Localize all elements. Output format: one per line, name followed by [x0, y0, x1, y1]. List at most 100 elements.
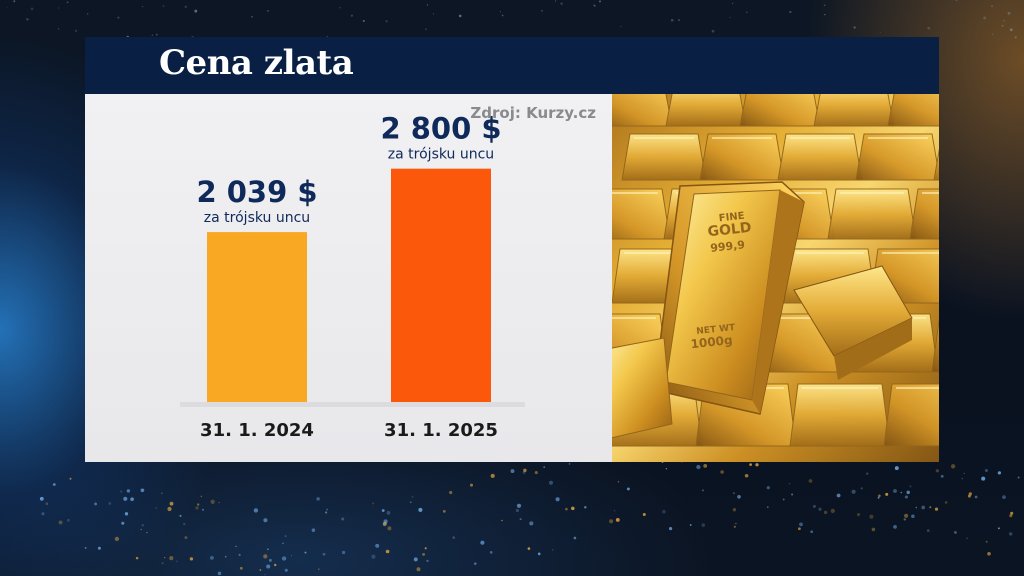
particle	[1014, 36, 1017, 39]
unit-label-1: za trójsku uncu	[204, 210, 310, 226]
particle	[798, 527, 801, 531]
particle	[339, 7, 341, 9]
bar-stamp-text: GOLD	[707, 220, 752, 241]
particle	[1010, 511, 1014, 515]
particle	[950, 464, 956, 469]
particle	[161, 562, 164, 565]
particle	[480, 540, 485, 545]
particle	[823, 510, 828, 515]
particle	[267, 548, 269, 551]
particle	[57, 28, 60, 30]
particle	[516, 503, 522, 508]
particle	[885, 492, 889, 496]
particle	[409, 501, 412, 504]
particle	[210, 499, 215, 504]
particle	[422, 553, 425, 556]
particle	[39, 496, 44, 501]
particle	[515, 508, 519, 513]
particle	[499, 11, 501, 13]
particle	[210, 556, 214, 560]
category-label-1: 31. 1. 2024	[200, 420, 314, 441]
gold-bar-bg	[855, 133, 939, 181]
particle	[489, 551, 493, 554]
particle	[259, 569, 262, 571]
particle	[609, 519, 614, 524]
particle	[866, 472, 869, 475]
particle	[877, 496, 880, 499]
particle	[84, 546, 87, 549]
particle	[662, 510, 666, 514]
particle	[879, 31, 881, 33]
particle	[284, 568, 288, 572]
value-label-1: 2 039 $	[196, 175, 317, 209]
particle	[732, 2, 734, 4]
particle	[560, 2, 563, 5]
particle	[322, 552, 326, 556]
particle	[140, 528, 142, 531]
particle	[987, 552, 991, 556]
particle	[963, 472, 965, 475]
particle	[894, 466, 899, 471]
particle	[197, 503, 200, 506]
particle	[953, 530, 957, 534]
particle	[140, 488, 145, 493]
chart-baseline	[180, 402, 525, 407]
particle	[893, 489, 897, 493]
particle	[58, 7, 60, 9]
particle	[974, 495, 978, 499]
particle	[823, 4, 826, 7]
particle	[766, 486, 770, 490]
particle	[992, 33, 994, 35]
particle	[235, 545, 237, 548]
gold-bar-bg	[909, 188, 939, 240]
particle	[268, 558, 272, 562]
particle	[169, 555, 174, 561]
particle	[201, 508, 205, 511]
particle	[142, 5, 144, 8]
particle	[836, 493, 841, 498]
particle	[830, 508, 835, 514]
particle	[990, 5, 994, 8]
particle	[341, 550, 346, 555]
particle	[985, 540, 988, 543]
infographic-panel: Cena zlata 2 039 $ za trójsku uncu 31. 1. …	[85, 37, 939, 462]
particle	[904, 513, 909, 518]
particle	[253, 508, 259, 513]
particle	[543, 466, 546, 468]
particle	[808, 479, 813, 483]
particle	[372, 502, 375, 505]
particle	[940, 474, 944, 478]
particle	[812, 504, 816, 508]
gold-bars-photo: FINEGOLD999,9 NET WT1000g	[612, 94, 939, 462]
particle	[189, 557, 194, 561]
particle	[1003, 19, 1005, 22]
particle	[224, 555, 227, 558]
particle	[162, 5, 165, 7]
particle	[273, 563, 277, 567]
particle	[541, 9, 543, 12]
particle	[869, 514, 874, 519]
particle	[41, 512, 45, 516]
particle	[108, 501, 112, 505]
particle	[164, 556, 166, 559]
gold-bar-bg	[887, 94, 939, 127]
particle	[510, 469, 515, 474]
particle	[130, 497, 134, 501]
particle	[554, 0, 557, 2]
particle	[375, 543, 380, 548]
particle	[711, 29, 715, 33]
particle	[598, 0, 602, 3]
particle	[217, 571, 222, 576]
particle	[626, 487, 630, 491]
particle	[387, 526, 392, 531]
particle	[432, 13, 435, 15]
particle	[1009, 532, 1013, 536]
bar-stamp-text: 1000g	[690, 333, 733, 351]
particle	[200, 495, 203, 498]
gold-bar-left	[612, 337, 673, 439]
particle	[527, 547, 531, 550]
particle	[238, 553, 241, 557]
particle	[501, 519, 503, 522]
particle	[426, 4, 429, 6]
particle	[981, 476, 986, 481]
